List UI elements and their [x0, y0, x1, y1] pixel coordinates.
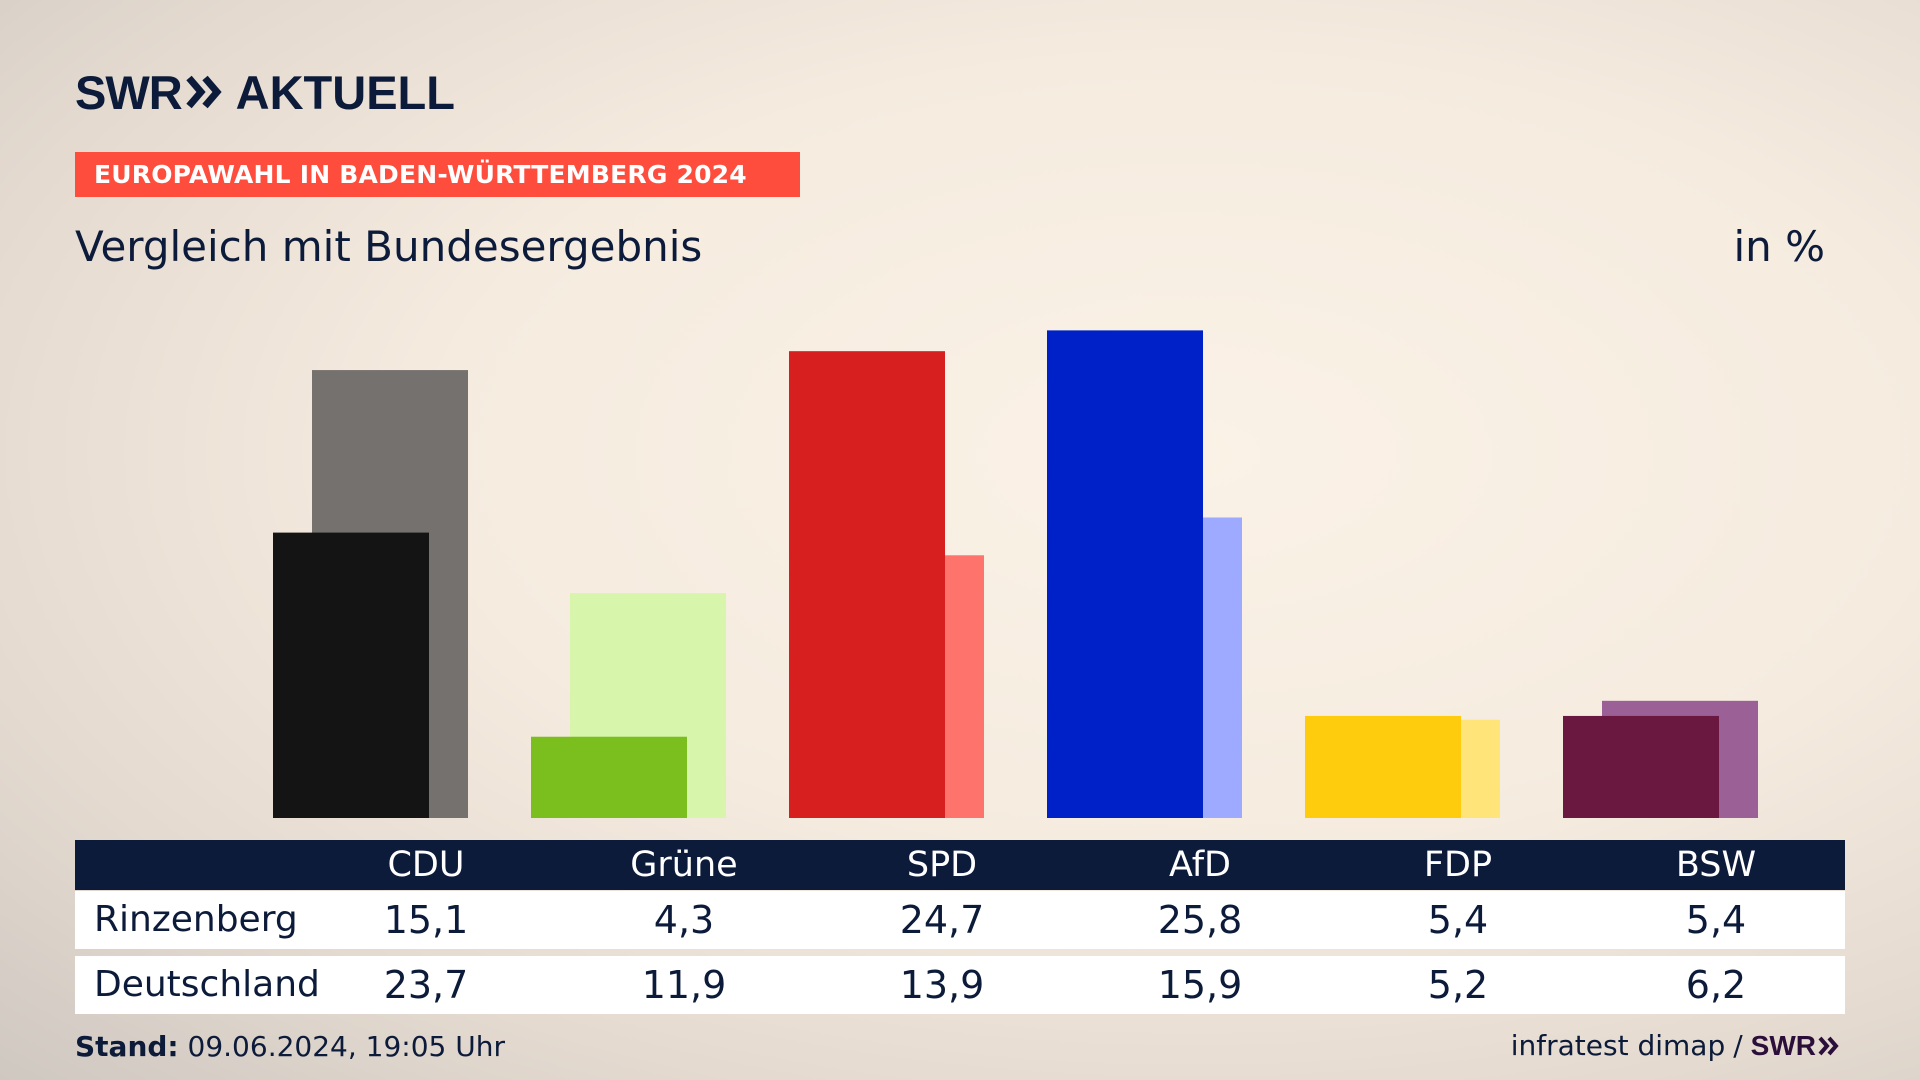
source-separator: / — [1733, 1029, 1743, 1062]
table-row-deutschland: Deutschland 23,7 11,9 13,9 15,9 5,2 6,2 — [75, 956, 1845, 1014]
footer-source: infratest dimap / SWR — [1511, 1029, 1840, 1062]
value-deutschland-gruene: 11,9 — [641, 963, 727, 1007]
bar-rinzenberg-afd — [1047, 330, 1203, 818]
party-header-afd: AfD — [1169, 845, 1231, 885]
bar-rinzenberg-gruene — [531, 736, 687, 818]
value-deutschland-spd: 13,9 — [899, 963, 985, 1007]
value-deutschland-fdp: 5,2 — [1427, 963, 1489, 1007]
party-header-gruene: Grüne — [630, 845, 738, 885]
swr-mini-logo: SWR — [1751, 1030, 1840, 1062]
value-rinzenberg-cdu: 15,1 — [383, 898, 469, 942]
bar-rinzenberg-cdu — [273, 532, 429, 818]
value-rinzenberg-afd: 25,8 — [1157, 898, 1243, 942]
logo-aktuell-text: AKTUELL — [235, 65, 455, 119]
election-banner: EUROPAWAHL IN BADEN-WÜRTTEMBERG 2024 — [75, 152, 800, 197]
party-header-spd: SPD — [906, 845, 978, 885]
footer-timestamp: Stand: 09.06.2024, 19:05 Uhr — [75, 1030, 505, 1063]
stand-value: 09.06.2024, 19:05 Uhr — [187, 1030, 505, 1063]
party-header-cdu: CDU — [387, 845, 465, 885]
bar-rinzenberg-bsw — [1563, 715, 1719, 818]
row-label-deutschland: Deutschland — [94, 964, 320, 1005]
chart-subtitle: Vergleich mit Bundesergebnis — [75, 222, 703, 271]
value-rinzenberg-fdp: 5,4 — [1427, 898, 1489, 942]
value-rinzenberg-spd: 24,7 — [899, 898, 985, 942]
stand-label: Stand: — [75, 1030, 179, 1063]
unit-label: in % — [1733, 222, 1825, 271]
table-row-rinzenberg: Rinzenberg 15,1 4,3 24,7 25,8 5,4 5,4 — [75, 891, 1845, 949]
swr-aktuell-logo: SWR AKTUELL — [75, 65, 455, 119]
logo-swr-text: SWR — [75, 65, 183, 119]
double-chevron-icon — [185, 75, 222, 109]
bar-chart — [273, 330, 1758, 818]
party-header-bsw: BSW — [1675, 845, 1757, 885]
double-chevron-icon — [1818, 1036, 1839, 1055]
value-deutschland-afd: 15,9 — [1157, 963, 1243, 1007]
party-header-row: CDU Grüne SPD AfD FDP BSW — [75, 840, 1845, 890]
row-label-rinzenberg: Rinzenberg — [94, 899, 298, 940]
source-name: infratest dimap — [1510, 1029, 1726, 1062]
value-deutschland-bsw: 6,2 — [1685, 963, 1747, 1007]
bar-rinzenberg-fdp — [1305, 715, 1461, 818]
value-rinzenberg-bsw: 5,4 — [1685, 898, 1747, 942]
swr-mini-logo-text: SWR — [1750, 1029, 1816, 1061]
value-rinzenberg-gruene: 4,3 — [653, 898, 715, 942]
value-deutschland-cdu: 23,7 — [383, 963, 469, 1007]
bar-rinzenberg-spd — [789, 351, 945, 818]
party-header-fdp: FDP — [1423, 845, 1493, 885]
